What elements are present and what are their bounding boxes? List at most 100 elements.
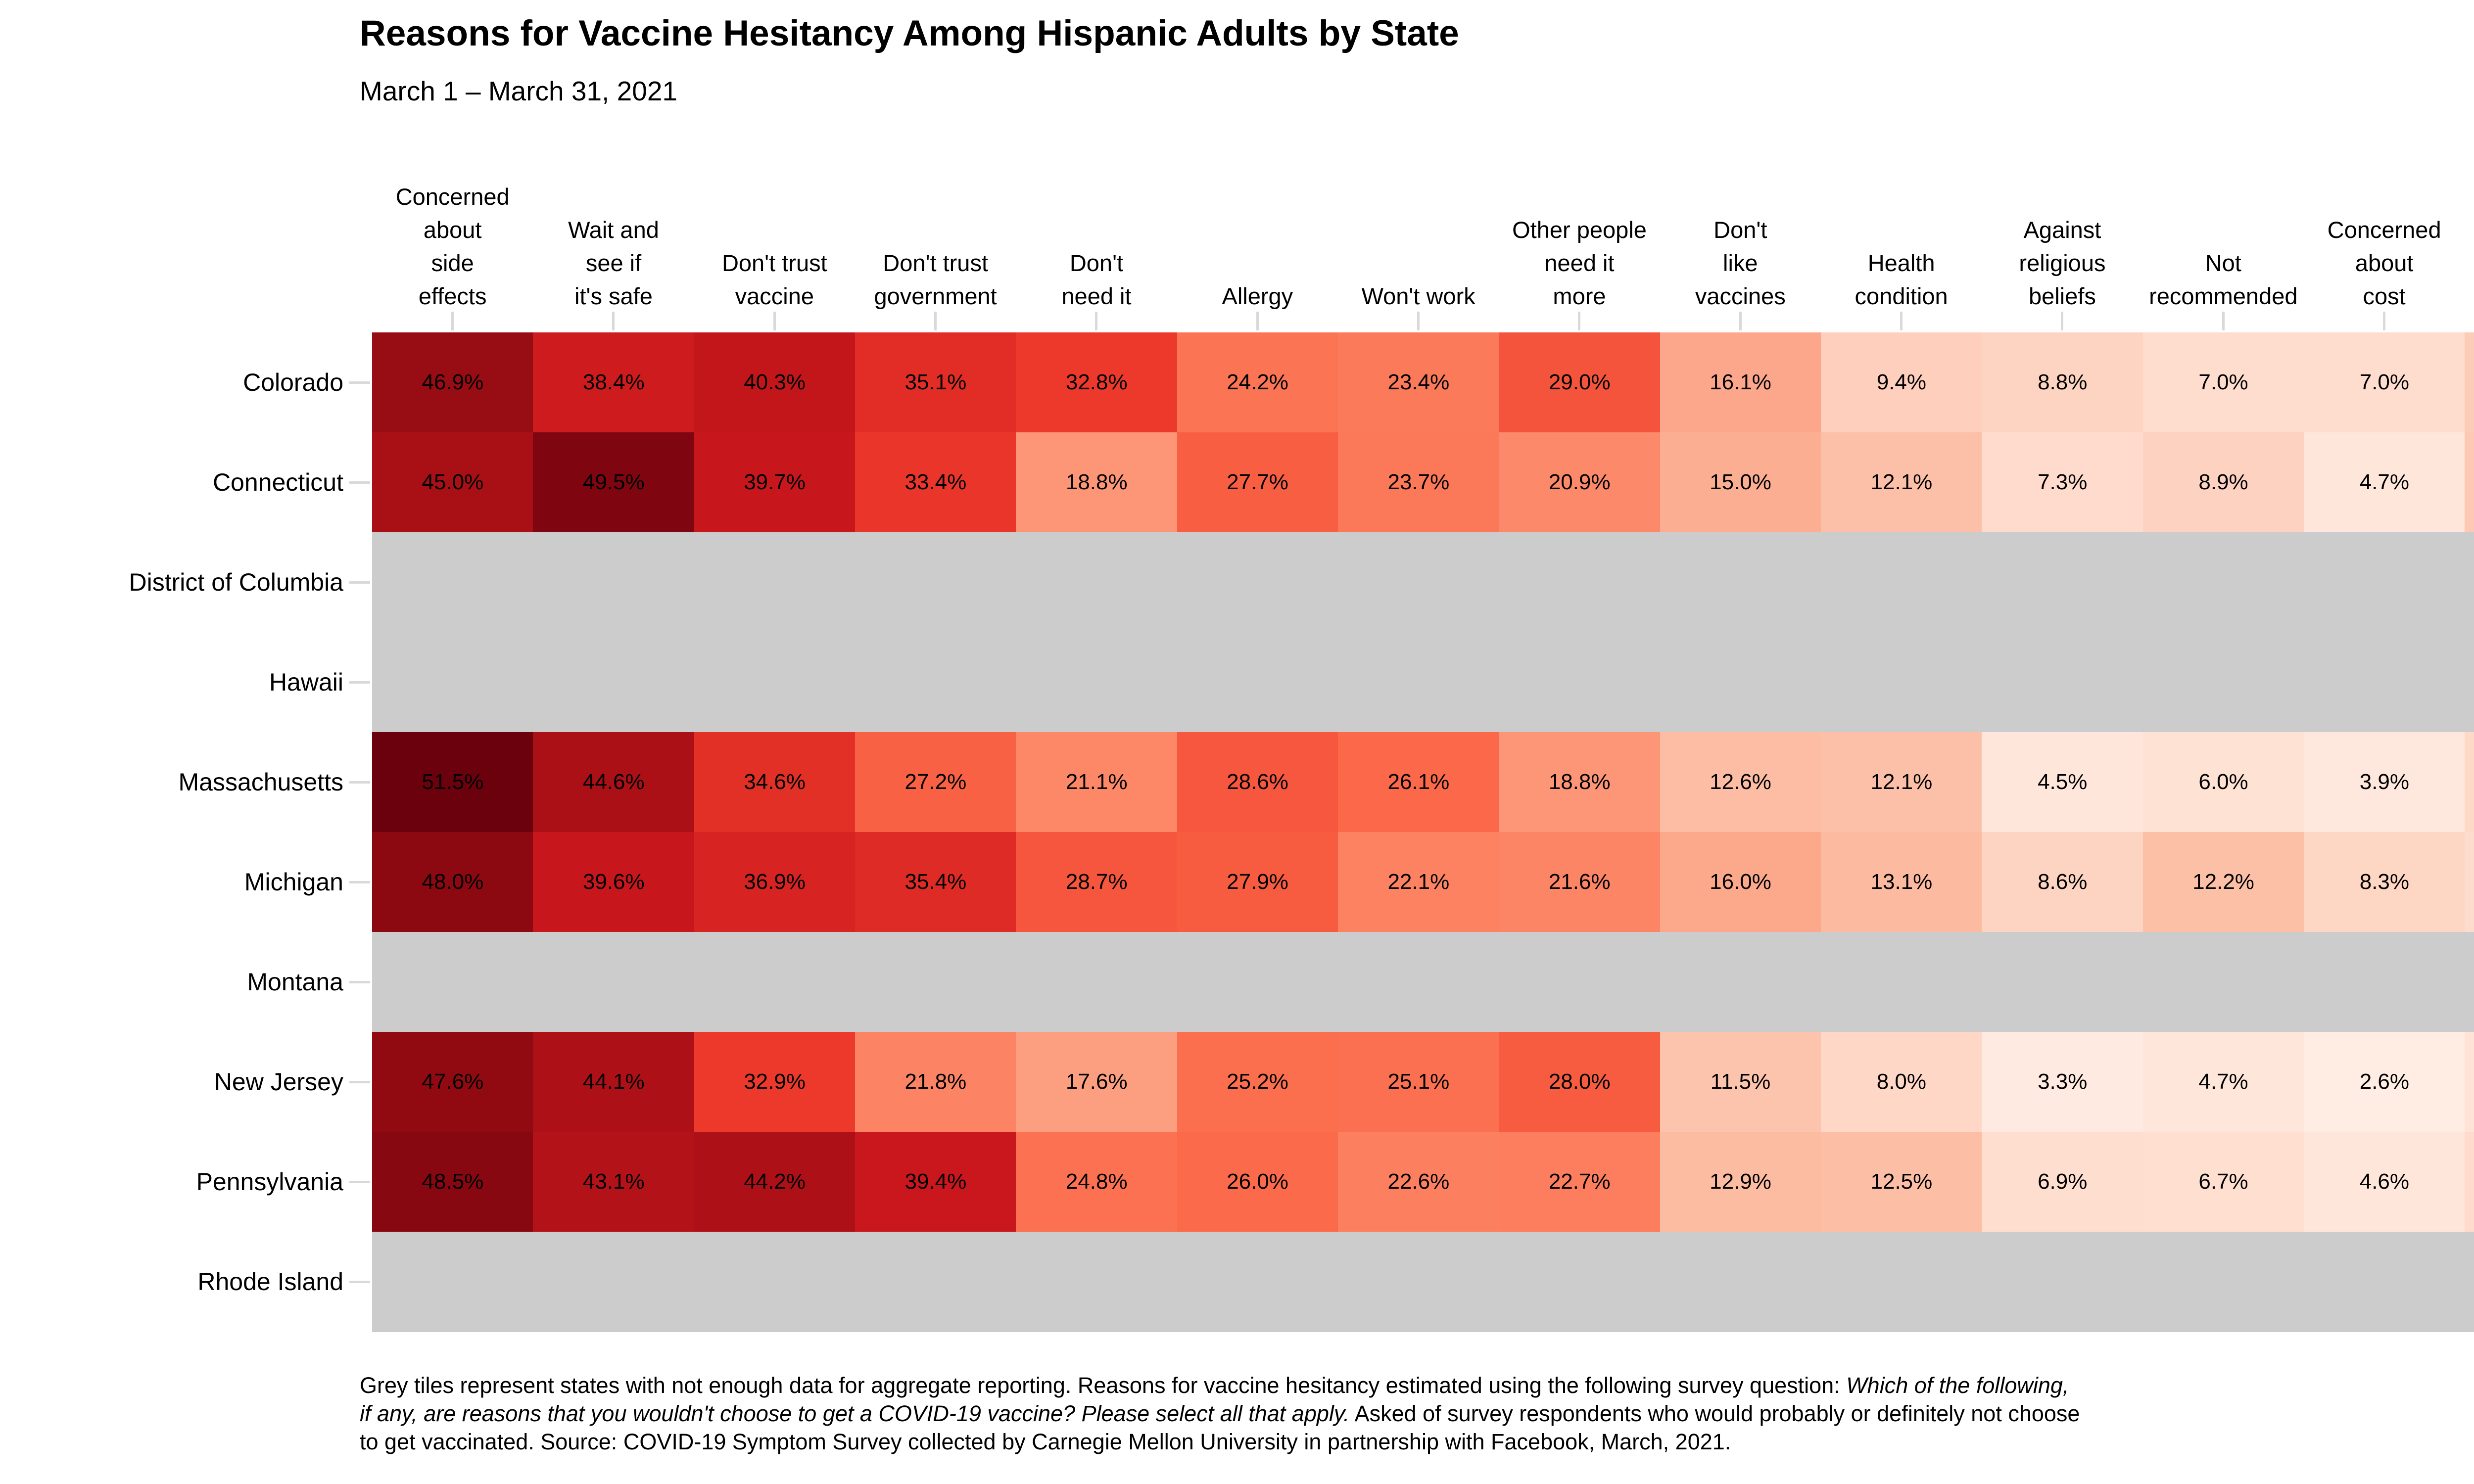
chart-title: Reasons for Vaccine Hesitancy Among Hisp… [360, 13, 1459, 53]
heatmap-cell: 8.0% [1820, 1032, 1982, 1132]
heatmap-cell: 16.0% [1660, 832, 1821, 932]
top-axis-tick [451, 312, 454, 330]
footnote-line: to get vaccinated. Source: COVID-19 Symp… [360, 1428, 2080, 1456]
heatmap-cell: 45.0% [372, 432, 533, 533]
heatmap-cell: 29.0% [1499, 332, 1661, 433]
heatmap-cell: 5.7% [2465, 1032, 2474, 1132]
heatmap-cell: 3.3% [1982, 1032, 2143, 1132]
top-axis-tick [2061, 312, 2064, 330]
no-data-row-hawaii [372, 632, 2474, 733]
heatmap-cell: 26.1% [1337, 732, 1499, 833]
top-axis-tick [1739, 312, 1742, 330]
column-header-3: Don't trust vaccine [721, 250, 827, 309]
heatmap-cell: 21.6% [1499, 832, 1661, 932]
column-header-14: Pregnancy [2417, 279, 2474, 313]
heatmap-cell: 47.6% [372, 1032, 533, 1132]
heatmap-cell: 7.2% [2465, 832, 2474, 932]
heatmap-cell: 12.9% [1660, 1132, 1821, 1232]
row-label-connecticut: Connecticut [212, 468, 343, 496]
no-data-row-district-of-columbia [372, 532, 2474, 633]
heatmap-cell: 36.9% [694, 832, 856, 932]
heatmap-cell: 3.9% [2303, 732, 2465, 833]
no-data-row-montana [372, 932, 2474, 1032]
top-axis-tick [773, 312, 776, 330]
row-label-hawaii: Hawaii [269, 668, 343, 696]
heatmap-cell: 24.2% [1177, 332, 1338, 433]
left-axis-tick [349, 980, 370, 983]
heatmap-cell: 33.4% [855, 432, 1016, 533]
left-axis-tick [349, 681, 370, 684]
row-label-new-jersey: New Jersey [214, 1068, 343, 1096]
column-header-4: Don't trust government [874, 250, 997, 309]
heatmap-cell: 7.8% [2465, 732, 2474, 833]
top-axis-tick [1417, 312, 1420, 330]
heatmap-cell: 27.2% [855, 732, 1016, 833]
heatmap-cell: 23.7% [1337, 432, 1499, 533]
heatmap-cell: 39.6% [533, 832, 695, 932]
column-header-2: Wait and see if it's safe [568, 217, 659, 309]
heatmap-cell: 18.8% [1016, 432, 1178, 533]
footnote-segment: to get vaccinated. Source: COVID-19 Symp… [360, 1429, 1731, 1454]
heatmap-cell: 44.1% [533, 1032, 695, 1132]
heatmap-cell: 21.8% [855, 1032, 1016, 1132]
heatmap-cell: 39.7% [694, 432, 856, 533]
column-header-1: Concerned about side effects [395, 184, 510, 309]
heatmap-cell: 7.0% [2142, 332, 2304, 433]
heatmap-cell: 27.9% [1177, 832, 1338, 932]
column-header-13: Concerned about cost [2327, 217, 2441, 309]
left-axis-tick [349, 481, 370, 484]
heatmap-cell: 8.3% [2303, 832, 2465, 932]
heatmap-cell: 22.1% [1337, 832, 1499, 932]
footnote-italic-segment: Which of the following, [1846, 1373, 2069, 1398]
heatmap-cell: 11.5% [1660, 1032, 1821, 1132]
column-header-12: Not recommended [2149, 250, 2298, 309]
heatmap-cell: 4.6% [2303, 1132, 2465, 1232]
column-header-8: Other people need it more [1512, 217, 1647, 309]
heatmap-cell: 7.0% [2303, 332, 2465, 433]
heatmap-cell: 26.0% [1177, 1132, 1338, 1232]
top-axis-tick [934, 312, 937, 330]
top-axis-tick [2383, 312, 2386, 330]
column-header-11: Against religious beliefs [2019, 217, 2106, 309]
heatmap-cell: 10.5% [2465, 432, 2474, 533]
heatmap-cell: 43.1% [533, 1132, 695, 1232]
left-axis-tick [349, 581, 370, 584]
left-axis-tick [349, 1180, 370, 1183]
footnote-line: Grey tiles represent states with not eno… [360, 1371, 2080, 1399]
heatmap-cell: 2.6% [2303, 1032, 2465, 1132]
heatmap-cell: 12.2% [2142, 832, 2304, 932]
heatmap-cell: 24.8% [1016, 1132, 1178, 1232]
row-label-district-of-columbia: District of Columbia [129, 568, 343, 596]
heatmap-cell: 32.9% [694, 1032, 856, 1132]
heatmap-cell: 12.1% [1820, 732, 1982, 833]
heatmap-cell: 12.6% [1660, 732, 1821, 833]
heatmap-cell: 4.7% [2303, 432, 2465, 533]
heatmap-cell: 6.9% [1982, 1132, 2143, 1232]
heatmap-cell: 4.7% [2142, 1032, 2304, 1132]
heatmap-cell: 23.4% [1337, 332, 1499, 433]
heatmap-cell: 4.5% [1982, 732, 2143, 833]
left-axis-tick [349, 1280, 370, 1283]
heatmap-cell: 12.1% [1820, 432, 1982, 533]
heatmap-cell: 6.7% [2142, 1132, 2304, 1232]
heatmap-cell: 6.0% [2142, 732, 2304, 833]
column-header-7: Won't work [1361, 283, 1475, 309]
top-axis-tick [1095, 312, 1098, 330]
column-header-9: Don't like vaccines [1695, 217, 1786, 309]
row-label-pennsylvania: Pennsylvania [196, 1168, 343, 1196]
heatmap-cell: 25.2% [1177, 1032, 1338, 1132]
heatmap-cell: 40.3% [694, 332, 856, 433]
row-label-michigan: Michigan [244, 868, 343, 896]
column-header-5: Don't need it [1061, 250, 1132, 309]
footnote: Grey tiles represent states with not eno… [360, 1371, 2080, 1456]
heatmap-cell: 28.0% [1499, 1032, 1661, 1132]
left-axis-tick [349, 1080, 370, 1083]
heatmap-cell: 32.8% [1016, 332, 1178, 433]
heatmap-cell: 27.7% [1177, 432, 1338, 533]
top-axis-tick [1578, 312, 1581, 330]
top-axis-tick [2222, 312, 2225, 330]
heatmap-cell: 10.0% [2465, 332, 2474, 433]
heatmap-cell: 48.0% [372, 832, 533, 932]
heatmap-cell: 15.0% [1660, 432, 1821, 533]
